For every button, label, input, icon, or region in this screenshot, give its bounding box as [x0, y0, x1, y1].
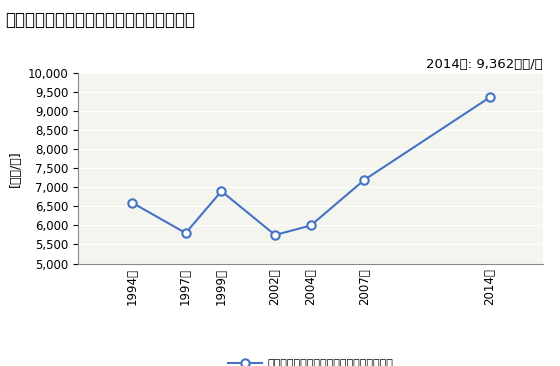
卸売業の従業者一人当たり年間商品販売額 — [183, 231, 189, 235]
卸売業の従業者一人当たり年間商品販売額 — [307, 223, 314, 228]
卸売業の従業者一人当たり年間商品販売額 — [218, 189, 225, 193]
卸売業の従業者一人当たり年間商品販売額 — [129, 201, 136, 205]
Line: 卸売業の従業者一人当たり年間商品販売額: 卸売業の従業者一人当たり年間商品販売額 — [128, 93, 494, 239]
卸売業の従業者一人当たり年間商品販売額 — [272, 233, 278, 237]
卸売業の従業者一人当たり年間商品販売額 — [486, 95, 493, 100]
Legend: 卸売業の従業者一人当たり年間商品販売額: 卸売業の従業者一人当たり年間商品販売額 — [224, 355, 398, 366]
Y-axis label: [万円/人]: [万円/人] — [10, 150, 22, 187]
Text: 2014年: 9,362万円/人: 2014年: 9,362万円/人 — [427, 58, 543, 71]
Text: 卸売業の従業者一人当たり年間商品販売額: 卸売業の従業者一人当たり年間商品販売額 — [6, 11, 195, 29]
卸売業の従業者一人当たり年間商品販売額 — [361, 178, 368, 182]
